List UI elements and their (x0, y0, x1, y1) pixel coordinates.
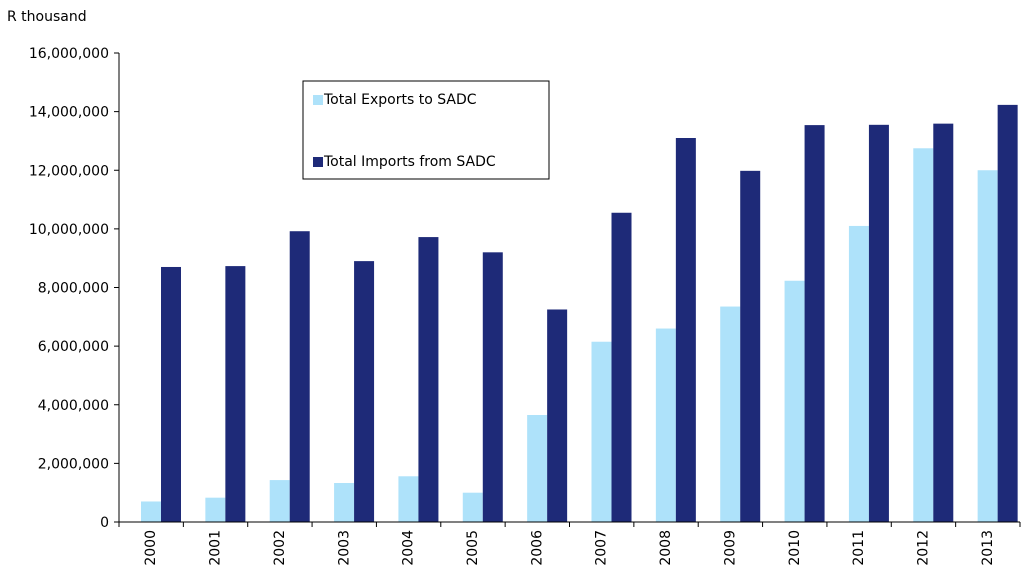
bar-imports-2002 (289, 231, 310, 522)
y-axis-ticks: 0 2,000,000 4,000,000 6,000,000 8,000,000 10,… (29, 46, 119, 531)
bar-exports-2002 (269, 480, 290, 522)
bar-imports-2000 (161, 266, 181, 522)
bar-imports-2003 (354, 261, 375, 522)
x-tick-label-2011: 2011 (851, 530, 867, 566)
x-tick-label-2008: 2008 (658, 530, 674, 566)
x-tick-label-2007: 2007 (594, 530, 610, 566)
x-tick-label-2001: 2001 (208, 530, 224, 566)
bar-exports-2005 (462, 492, 483, 522)
bar-imports-2007 (611, 212, 632, 523)
bar-exports-2003 (334, 483, 355, 522)
bar-exports-2012 (913, 148, 934, 522)
bar-exports-2000 (141, 501, 161, 522)
y-tick-label: 10,000,000 (29, 222, 109, 238)
bar-exports-2010 (784, 280, 805, 522)
y-tick-label: 8,000,000 (38, 281, 109, 297)
bar-imports-2009 (740, 170, 761, 522)
bar-imports-2005 (482, 252, 503, 522)
legend: Total Exports to SADC Total Imports from… (302, 80, 550, 180)
y-tick-label: 6,000,000 (38, 339, 109, 355)
y-tick-label: 16,000,000 (29, 46, 109, 62)
bar-imports-2006 (547, 309, 568, 522)
bar-exports-2004 (398, 476, 419, 522)
y-tick-label: 2,000,000 (38, 456, 109, 472)
y-axis-unit-label: R thousand (7, 9, 87, 25)
bar-exports-2001 (205, 497, 226, 522)
bar-exports-2006 (527, 415, 548, 522)
y-tick-label: 14,000,000 (29, 105, 109, 121)
bar-imports-2013 (997, 104, 1018, 523)
legend-swatch-exports (313, 95, 323, 105)
legend-box (302, 80, 550, 180)
bar-imports-2012 (933, 123, 954, 522)
x-tick-label-2002: 2002 (272, 530, 288, 566)
bar-exports-2008 (655, 328, 676, 522)
bar-exports-2013 (977, 170, 998, 522)
x-axis-ticks: 2000 2001 2002 2003 2004 2005 2006 2007 2008 2009… (118, 522, 1021, 566)
bar-imports-2004 (418, 237, 439, 522)
x-tick-label-2006: 2006 (529, 530, 545, 566)
x-tick-label-2003: 2003 (336, 530, 352, 566)
legend-swatch-imports (313, 157, 323, 167)
legend-label-exports: Total Exports to SADC (323, 92, 477, 108)
bar-exports-2011 (848, 225, 869, 522)
x-tick-label-2010: 2010 (787, 530, 803, 566)
y-tick-label: 0 (100, 515, 109, 531)
x-tick-label-2012: 2012 (915, 530, 931, 566)
x-tick-label-2005: 2005 (465, 530, 481, 566)
bar-exports-2007 (591, 341, 612, 522)
y-tick-label: 4,000,000 (38, 398, 109, 414)
bar-imports-2008 (675, 138, 696, 522)
x-tick-label-2009: 2009 (722, 530, 738, 566)
x-tick-label-2000: 2000 (143, 530, 159, 566)
x-tick-label-2013: 2013 (980, 530, 996, 566)
x-tick-label-2004: 2004 (401, 530, 417, 566)
y-tick-label: 12,000,000 (29, 163, 109, 179)
bar-exports-2009 (720, 306, 741, 522)
bars (141, 104, 1018, 523)
legend-label-imports: Total Imports from SADC (323, 154, 496, 170)
bar-imports-2001 (225, 266, 246, 522)
bar-imports-2010 (804, 125, 825, 522)
bar-imports-2011 (868, 124, 889, 523)
